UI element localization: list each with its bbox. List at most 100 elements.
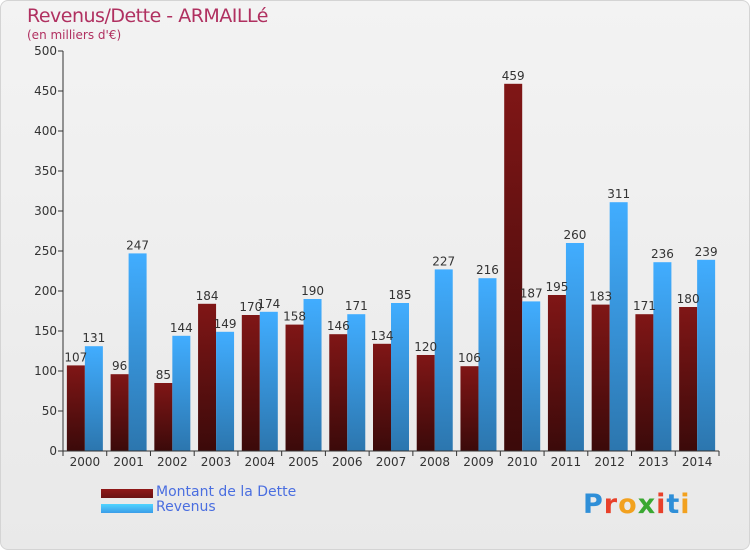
- bar-dette: [591, 304, 610, 451]
- logo-letter: r: [603, 489, 619, 520]
- data-label-dette: 134: [371, 329, 394, 343]
- logo-letter: o: [618, 489, 638, 520]
- data-label-dette: 195: [545, 280, 568, 294]
- x-tick-label: 2010: [507, 455, 538, 469]
- legend-swatch-revenus: [101, 504, 153, 513]
- data-label-dette: 107: [64, 350, 87, 364]
- logo-letter: x: [637, 489, 657, 520]
- data-label-dette: 184: [196, 289, 219, 303]
- x-tick-label: 2006: [332, 455, 363, 469]
- data-label-revenus: 131: [82, 331, 105, 345]
- bar-revenus: [84, 346, 103, 451]
- x-tick-label: 2011: [551, 455, 582, 469]
- data-label-revenus: 171: [345, 299, 368, 313]
- bar-revenus: [697, 259, 716, 451]
- x-tick-label: 2012: [594, 455, 625, 469]
- bar-dette: [285, 324, 304, 451]
- x-tick-label: 2014: [682, 455, 713, 469]
- bar-revenus: [478, 278, 497, 451]
- data-label-dette: 85: [156, 368, 171, 382]
- data-label-revenus: 190: [301, 284, 324, 298]
- x-tick-label: 2013: [638, 455, 669, 469]
- data-label-revenus: 247: [126, 238, 149, 252]
- bar-dette: [198, 303, 217, 451]
- data-label-dette: 158: [283, 310, 306, 324]
- y-tick-label: 350: [34, 164, 57, 178]
- bar-dette: [66, 365, 85, 451]
- data-label-revenus: 236: [651, 247, 674, 261]
- data-label-dette: 170: [239, 300, 262, 314]
- bar-dette: [635, 314, 654, 451]
- data-label-dette: 171: [633, 299, 656, 313]
- bar-revenus: [303, 299, 322, 451]
- data-label-revenus: 311: [607, 187, 630, 201]
- y-tick-label: 50: [42, 404, 57, 418]
- legend-label-dette: Montant de la Dette: [156, 484, 297, 500]
- x-tick-label: 2009: [463, 455, 494, 469]
- bar-revenus: [172, 335, 191, 451]
- bar-dette: [416, 355, 435, 451]
- data-label-revenus: 149: [214, 317, 237, 331]
- bar-dette: [329, 334, 348, 451]
- bar-revenus: [391, 303, 409, 451]
- y-tick-label: 250: [34, 244, 57, 258]
- data-label-revenus: 227: [432, 254, 455, 268]
- data-label-dette: 459: [502, 69, 525, 83]
- bar-dette: [679, 307, 698, 451]
- chart-subtitle: (en milliers d'€): [27, 28, 122, 42]
- bar-dette: [154, 383, 173, 451]
- bar-revenus: [347, 314, 366, 451]
- bar-dette: [241, 315, 260, 451]
- bar-revenus: [653, 262, 672, 451]
- chart-title: Revenus/Dette - ARMAILLé: [27, 5, 268, 27]
- data-label-revenus: 187: [520, 286, 543, 300]
- x-tick-label: 2003: [201, 455, 232, 469]
- data-label-dette: 183: [589, 290, 612, 304]
- bar-revenus: [259, 311, 278, 451]
- legend-label-revenus: Revenus: [156, 499, 216, 515]
- data-label-revenus: 174: [257, 297, 280, 311]
- bar-revenus: [609, 202, 628, 451]
- axes-group: 2000 2001 2002 2003 2004 2005 2006 2007 2008 2009…: [34, 44, 720, 469]
- legend-swatch-dette: [101, 489, 153, 498]
- bar-dette: [373, 343, 391, 451]
- bar-dette: [110, 374, 129, 451]
- logo-letter: P: [583, 489, 604, 520]
- data-label-revenus: 185: [389, 288, 412, 302]
- x-tick-label: 2000: [70, 455, 101, 469]
- bar-revenus: [216, 331, 235, 451]
- data-label-dette: 146: [327, 319, 350, 333]
- x-tick-label: 2005: [288, 455, 319, 469]
- bars-group: [66, 83, 716, 452]
- bar-dette: [547, 295, 566, 451]
- y-tick-label: 500: [34, 44, 57, 58]
- y-tick-label: 400: [34, 124, 57, 138]
- logo-letter: i: [680, 489, 691, 520]
- y-tick-label: 150: [34, 324, 57, 338]
- data-label-revenus: 260: [563, 228, 586, 242]
- y-tick-label: 200: [34, 284, 57, 298]
- x-tick-label: 2004: [245, 455, 276, 469]
- proxiti-logo: Proxiti: [583, 489, 691, 520]
- bar-revenus: [128, 253, 147, 451]
- y-tick-label: 0: [49, 444, 57, 458]
- logo-letter: i: [656, 489, 667, 520]
- data-label-revenus: 239: [695, 245, 718, 259]
- bar-dette: [460, 366, 479, 451]
- data-label-revenus: 216: [476, 263, 499, 277]
- data-label-revenus: 144: [170, 321, 193, 335]
- data-label-dette: 106: [458, 351, 481, 365]
- x-tick-label: 2007: [376, 455, 407, 469]
- x-tick-label: 2001: [113, 455, 144, 469]
- bar-revenus: [522, 301, 541, 451]
- bar-dette: [504, 83, 523, 452]
- bar-revenus: [434, 269, 453, 451]
- y-tick-label: 450: [34, 84, 57, 98]
- x-tick-label: 2002: [157, 455, 188, 469]
- bar-revenus: [565, 243, 584, 451]
- logo-letter: t: [666, 489, 681, 520]
- data-label-dette: 120: [414, 340, 437, 354]
